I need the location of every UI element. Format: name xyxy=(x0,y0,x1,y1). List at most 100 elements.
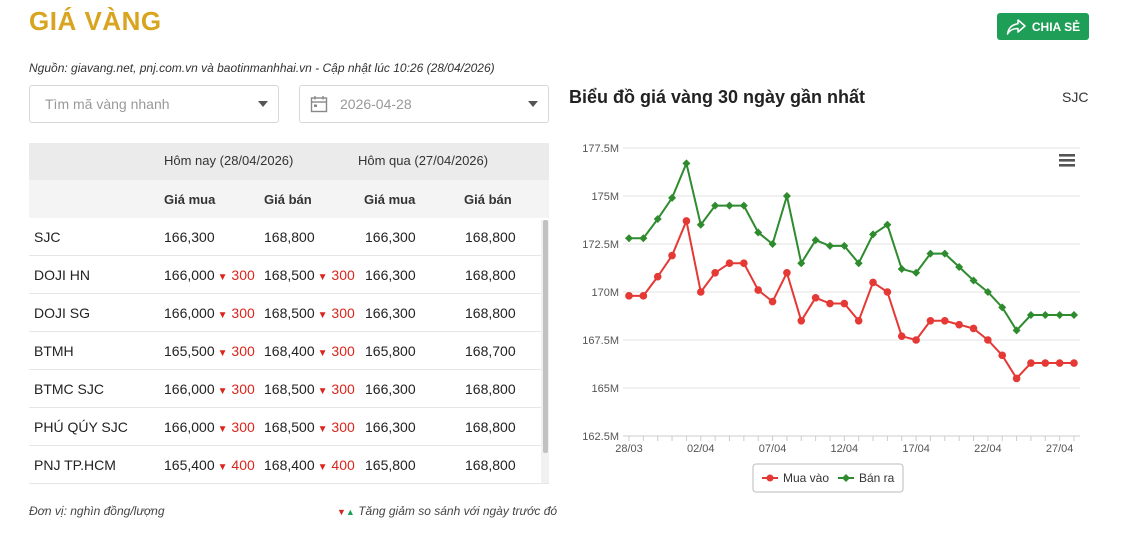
data-point-sell[interactable] xyxy=(897,264,906,273)
table-row: DOJI SG 166,000 ▼ 300 168,500 ▼ 300 166,300 16… xyxy=(29,294,549,332)
data-point-sell[interactable] xyxy=(711,201,720,210)
row-name: DOJI SG xyxy=(34,305,90,321)
data-point-buy[interactable] xyxy=(998,351,1007,360)
data-point-sell[interactable] xyxy=(1026,311,1035,320)
data-point-sell[interactable] xyxy=(983,288,992,296)
data-point-buy[interactable] xyxy=(768,297,777,306)
data-point-buy[interactable] xyxy=(783,269,791,277)
data-point-sell[interactable] xyxy=(782,192,791,200)
menu-icon[interactable] xyxy=(1059,154,1075,157)
down-triangle-icon: ▼ xyxy=(217,272,228,283)
row-name: BTMC SJC xyxy=(34,381,104,397)
search-select[interactable]: Tìm mã vàng nhanh xyxy=(29,85,279,123)
data-point-sell[interactable] xyxy=(1012,326,1021,335)
data-point-sell[interactable] xyxy=(682,159,691,168)
data-point-sell[interactable] xyxy=(725,201,734,210)
data-point-sell[interactable] xyxy=(653,215,662,224)
data-point-buy[interactable] xyxy=(969,324,978,333)
data-point-sell[interactable] xyxy=(825,241,834,250)
data-point-sell[interactable] xyxy=(840,241,849,250)
data-point-sell[interactable] xyxy=(739,201,748,210)
row-today-sell-value: 168,500 xyxy=(264,381,315,397)
row-yesterday-sell-value: 168,800 xyxy=(465,381,516,397)
row-today-buy: 166,000 ▼ 300 xyxy=(164,381,255,397)
data-point-buy[interactable] xyxy=(926,317,935,325)
down-triangle-icon: ▼ xyxy=(217,424,228,435)
data-point-sell[interactable] xyxy=(625,234,633,243)
data-point-buy[interactable] xyxy=(811,293,820,302)
data-point-buy[interactable] xyxy=(668,251,676,260)
data-point-buy[interactable] xyxy=(1027,359,1035,367)
data-point-buy[interactable] xyxy=(725,259,734,267)
data-point-sell[interactable] xyxy=(940,249,949,258)
data-point-sell[interactable] xyxy=(955,263,964,272)
data-point-buy[interactable] xyxy=(711,269,719,277)
menu-icon[interactable] xyxy=(1059,159,1075,162)
data-point-buy[interactable] xyxy=(797,317,806,325)
data-point-buy[interactable] xyxy=(653,272,662,281)
data-point-sell[interactable] xyxy=(1041,311,1050,320)
data-point-buy[interactable] xyxy=(1012,374,1021,383)
chart-product: SJC xyxy=(1062,89,1089,105)
date-picker[interactable]: 2026-04-28 xyxy=(299,85,549,123)
data-point-sell[interactable] xyxy=(754,228,763,237)
trend-note: ▼▲ Tăng giảm so sánh với ngày trước đó xyxy=(337,504,557,518)
data-point-sell[interactable] xyxy=(811,236,820,245)
data-point-buy[interactable] xyxy=(740,259,748,267)
data-point-buy[interactable] xyxy=(625,292,633,300)
data-point-buy[interactable] xyxy=(754,286,762,294)
data-point-buy[interactable] xyxy=(696,288,705,296)
data-point-buy[interactable] xyxy=(984,336,992,344)
row-today-buy: 166,300 xyxy=(164,229,215,245)
chevron-down-icon xyxy=(258,101,268,107)
data-point-buy[interactable] xyxy=(1055,359,1064,367)
row-today-sell-value: 168,400 xyxy=(264,457,315,473)
data-point-sell[interactable] xyxy=(1055,311,1064,320)
data-point-buy[interactable] xyxy=(912,336,920,344)
data-point-sell[interactable] xyxy=(1070,311,1078,320)
data-point-sell[interactable] xyxy=(998,303,1007,312)
data-point-buy[interactable] xyxy=(639,292,648,300)
row-name-value: DOJI SG xyxy=(34,305,91,321)
data-point-sell[interactable] xyxy=(912,268,921,277)
change-value: 300 xyxy=(331,267,355,283)
table-scrollbar-thumb[interactable] xyxy=(543,220,548,453)
data-point-sell[interactable] xyxy=(883,220,892,229)
data-point-sell[interactable] xyxy=(668,193,677,202)
data-point-buy[interactable] xyxy=(1041,359,1050,367)
data-point-sell[interactable] xyxy=(696,220,705,229)
data-point-sell[interactable] xyxy=(869,230,878,239)
data-point-buy[interactable] xyxy=(840,299,849,308)
data-point-buy[interactable] xyxy=(897,332,906,340)
data-point-buy[interactable] xyxy=(869,278,877,287)
row-today-sell: 168,500 ▼ 300 xyxy=(264,419,355,435)
data-point-buy[interactable] xyxy=(883,288,892,296)
menu-icon[interactable] xyxy=(1059,164,1075,167)
data-point-sell[interactable] xyxy=(768,240,777,248)
change-value: 400 xyxy=(231,457,255,473)
data-point-buy[interactable] xyxy=(941,317,949,325)
data-point-sell[interactable] xyxy=(926,249,935,258)
data-point-sell[interactable] xyxy=(854,259,863,268)
table-row: SJC 166,300 168,800 166,300 168,800 xyxy=(29,218,549,256)
y-tick-label: 170M xyxy=(591,287,619,299)
data-point-sell[interactable] xyxy=(797,259,806,268)
data-point-sell[interactable] xyxy=(969,276,978,285)
share-button[interactable]: CHIA SẺ xyxy=(997,13,1089,40)
data-point-buy[interactable] xyxy=(955,320,963,329)
row-name: SJC xyxy=(34,229,60,245)
date-value: 2026-04-28 xyxy=(340,96,412,112)
data-point-buy[interactable] xyxy=(826,299,834,308)
row-yesterday-sell: 168,700 xyxy=(465,343,516,359)
col-today-sell: Giá bán xyxy=(264,192,312,207)
data-point-sell[interactable] xyxy=(639,234,648,243)
down-triangle-icon: ▼ xyxy=(217,348,228,359)
data-point-buy[interactable] xyxy=(682,217,691,225)
down-triangle-icon: ▼ xyxy=(317,272,328,283)
legend-label[interactable]: Bán ra xyxy=(859,471,895,485)
legend-label[interactable]: Mua vào xyxy=(783,471,829,485)
data-point-buy[interactable] xyxy=(854,317,863,325)
row-yesterday-buy-value: 165,800 xyxy=(365,457,416,473)
change-down: ▼ 300 xyxy=(215,381,255,397)
data-point-buy[interactable] xyxy=(1070,359,1078,367)
